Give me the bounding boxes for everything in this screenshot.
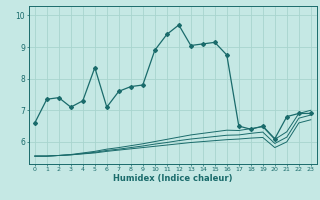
X-axis label: Humidex (Indice chaleur): Humidex (Indice chaleur)	[113, 174, 233, 183]
